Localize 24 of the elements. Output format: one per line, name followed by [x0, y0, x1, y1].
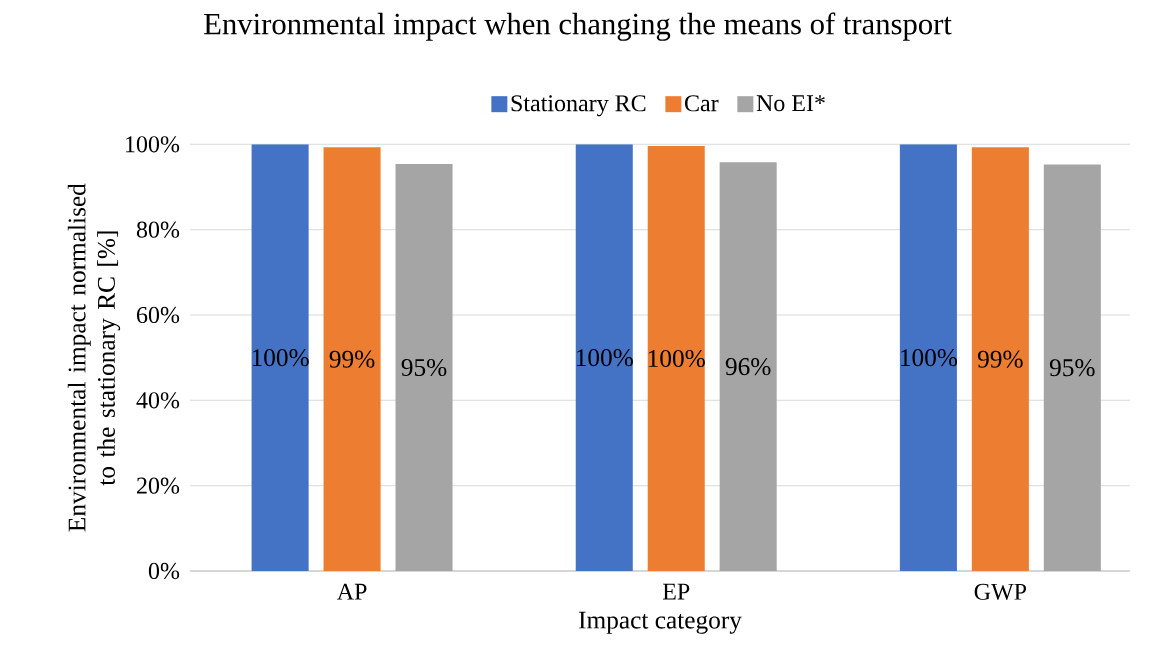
data-label: 95%: [401, 358, 447, 377]
y-tick-label: 100%: [126, 136, 180, 153]
data-label: 95%: [1049, 359, 1095, 377]
data-label: 99%: [329, 350, 375, 368]
y-tick-label: 80%: [136, 221, 180, 238]
data-label: 99%: [977, 350, 1023, 368]
y-tick-label: 60%: [136, 306, 180, 324]
data-label: 100%: [648, 349, 705, 368]
legend-label: Stationary RC: [511, 95, 646, 117]
data-label: 100%: [252, 349, 309, 367]
y-tick-label: 20%: [137, 477, 180, 494]
data-label: 96%: [725, 358, 771, 376]
x-axis-title: Impact category: [578, 611, 742, 634]
x-tick-label: EP: [662, 583, 690, 600]
y-axis-title: Environmental impact normalised to the stationary RC [%]: [67, 183, 121, 532]
data-label: 100%: [576, 349, 633, 367]
y-tick-label: 40%: [136, 392, 180, 409]
legend-label: Car: [685, 95, 719, 112]
x-tick-label: GWP: [974, 583, 1027, 600]
x-tick-label: AP: [336, 583, 367, 600]
y-tick-label: 0%: [148, 562, 180, 580]
chart-title: Environmental impact when changing the means of transport: [204, 12, 952, 41]
legend-label: No EI*: [756, 95, 825, 112]
data-label: 100%: [901, 349, 958, 367]
